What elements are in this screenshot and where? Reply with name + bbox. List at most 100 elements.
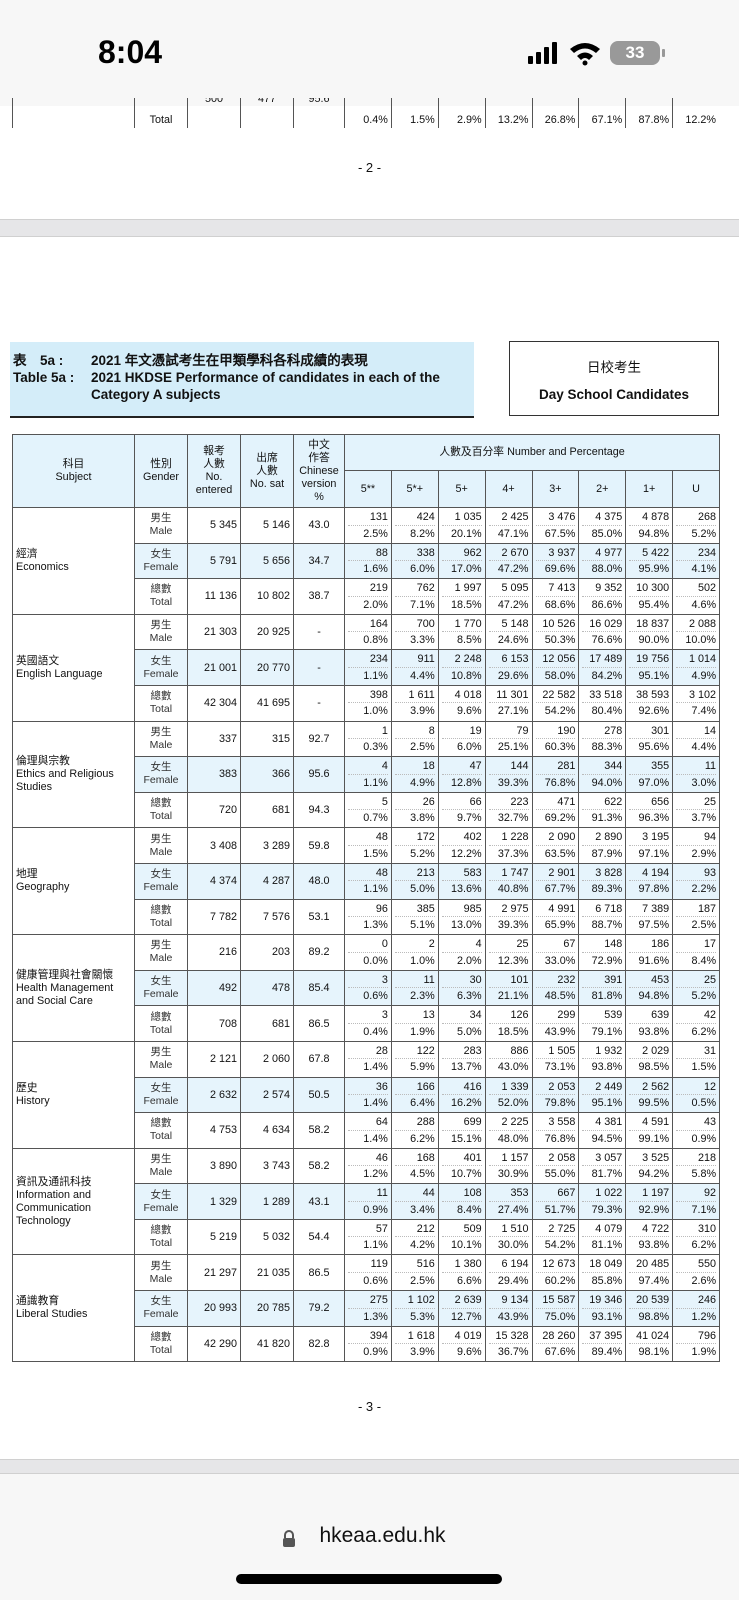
percent: 10.0% (685, 634, 717, 647)
grade-cell: 16 029 76.6% (578, 613, 627, 651)
gender-en: Female (143, 988, 179, 1001)
percent: 63.5% (544, 847, 576, 860)
percent: 13.2% (497, 113, 529, 126)
grade-cell: 516 2.5% (390, 1254, 439, 1292)
count: 66 (441, 793, 482, 811)
percent: 26.8% (544, 113, 576, 126)
grade-header: 5+ (437, 470, 486, 508)
grade-cell: 453 94.8% (625, 969, 674, 1007)
grade-cell: 0 0.0% (344, 934, 392, 971)
grade-cell: 639 93.8% (625, 1005, 674, 1042)
grade-cell: 15 328 36.7% (484, 1325, 533, 1363)
table-row: 總數 Total 4 753 4 634 58.2 64 1.4% 288 6.2% 699 15.… (13, 1112, 721, 1149)
chinese: 92.7 (308, 732, 330, 745)
header: 出席人數 No. sat (240, 434, 294, 508)
grade-cell: 338 6.0% (390, 542, 439, 580)
entered-cell: 337 (187, 720, 241, 758)
count: 301 (629, 722, 670, 740)
grade-cell: 46 1.2% (344, 1147, 392, 1185)
percent: 18.5% (497, 1025, 529, 1038)
count: 14 (676, 722, 717, 740)
count: 219 (348, 579, 388, 597)
entered: 20 993 (203, 1302, 237, 1315)
grade-cell: 64 1.4% (344, 1112, 392, 1149)
sat: 681 (271, 1017, 290, 1030)
entered-cell: 216 (187, 934, 241, 971)
percent: 99.1% (638, 1132, 670, 1145)
header-zh: 科目 (62, 458, 85, 470)
count: 15 328 (488, 1327, 529, 1345)
chinese-cell: 43.0 (293, 507, 345, 544)
url-text[interactable]: hkeaa.edu.hk (319, 1524, 446, 1547)
grade-cell: 94 2.9% (672, 827, 721, 864)
cell: 1.5% (390, 98, 439, 128)
cell: 87.8% (625, 98, 674, 128)
chinese-cell: - (293, 684, 345, 722)
sat: 20 925 (256, 626, 290, 639)
status-icons (528, 41, 665, 66)
entered-cell: 21 001 (187, 649, 241, 686)
count: 4 194 (629, 864, 670, 882)
count: 12 (676, 1078, 717, 1095)
subject-cell: 倫理與宗教 Ethics and Religious Studies (12, 720, 135, 829)
gender-zh: 女生 (150, 1295, 172, 1308)
grade-cell: 4 991 65.9% (531, 898, 580, 936)
entered-cell: 21 303 (187, 613, 241, 651)
percent: 1.2% (363, 1168, 388, 1181)
url[interactable]: hkeaa.edu.hk (0, 1524, 739, 1548)
count: 47 (441, 757, 482, 775)
percent: 3.8% (410, 812, 435, 825)
percent: 20.1% (451, 527, 482, 540)
chinese-cell: 82.8 (293, 1325, 345, 1363)
count: 353 (488, 1184, 529, 1202)
chinese-cell: 94.3 (293, 791, 345, 829)
grade-cell: 391 81.8% (578, 969, 627, 1007)
percent: 2.0% (363, 598, 388, 611)
grade-cell: 1 157 30.9% (484, 1147, 533, 1185)
grade-cell: 1 611 3.9% (390, 684, 439, 722)
entered-cell: 7 782 (187, 898, 241, 936)
clock: 8:04 (98, 34, 163, 70)
gender-en: Male (149, 845, 173, 858)
gender-cell: 男生 Male (134, 507, 188, 544)
percent: 9.6% (457, 1346, 482, 1359)
percent: 36.7% (497, 1346, 529, 1359)
percent: 8.4% (691, 954, 717, 967)
percent: 2.5% (410, 1274, 435, 1287)
count: 5 095 (488, 579, 529, 597)
page-gap (0, 219, 739, 237)
table-row: 女生 Female 492 478 85.4 3 0.6% 11 2.3% 30 6.3% 101 21… (13, 969, 721, 1007)
grade-cell: 424 8.2% (390, 507, 439, 544)
sat: 41 695 (256, 697, 290, 710)
header-zh: 性別 (150, 458, 172, 470)
percent: 10.8% (451, 669, 482, 682)
header: 中文作答 Chinese version % (293, 434, 345, 508)
percent: 0.5% (691, 1097, 717, 1109)
grade-cell: 398 1.0% (344, 684, 392, 722)
grade-cell: 2 901 67.7% (531, 862, 580, 900)
percent: 40.8% (497, 883, 529, 896)
chinese-cell: - (293, 613, 345, 651)
gender-cell: 男生 Male (134, 613, 188, 651)
header: 人數及百分率 Number and Percentage (343, 434, 721, 471)
gender-en: Female (143, 1308, 179, 1321)
gender-en: Female (143, 881, 179, 894)
entered-cell: 42 290 (187, 1325, 241, 1363)
subject-en: Economics (16, 560, 69, 573)
percent: 95.6% (638, 741, 670, 754)
table-row: 歷史 History 男生 Male 2 121 2 060 67.8 28 1.4% 122 5.… (12, 1040, 721, 1149)
grade: 3+ (549, 482, 562, 495)
grade-header: 1+ (625, 470, 674, 508)
count: 4 (348, 757, 388, 775)
count: 26 (394, 793, 435, 811)
count: 1 339 (488, 1078, 529, 1095)
percent: 5.2% (691, 527, 717, 540)
count: 275 (348, 1291, 388, 1309)
gender-en: Male (149, 1272, 173, 1285)
count: 2 248 (441, 650, 482, 668)
count: 583 (441, 864, 482, 882)
grade-cell: 4 591 99.1% (625, 1112, 674, 1149)
count: 401 (441, 1149, 482, 1167)
count: 234 (348, 650, 388, 668)
percent: 2.2% (691, 883, 717, 896)
